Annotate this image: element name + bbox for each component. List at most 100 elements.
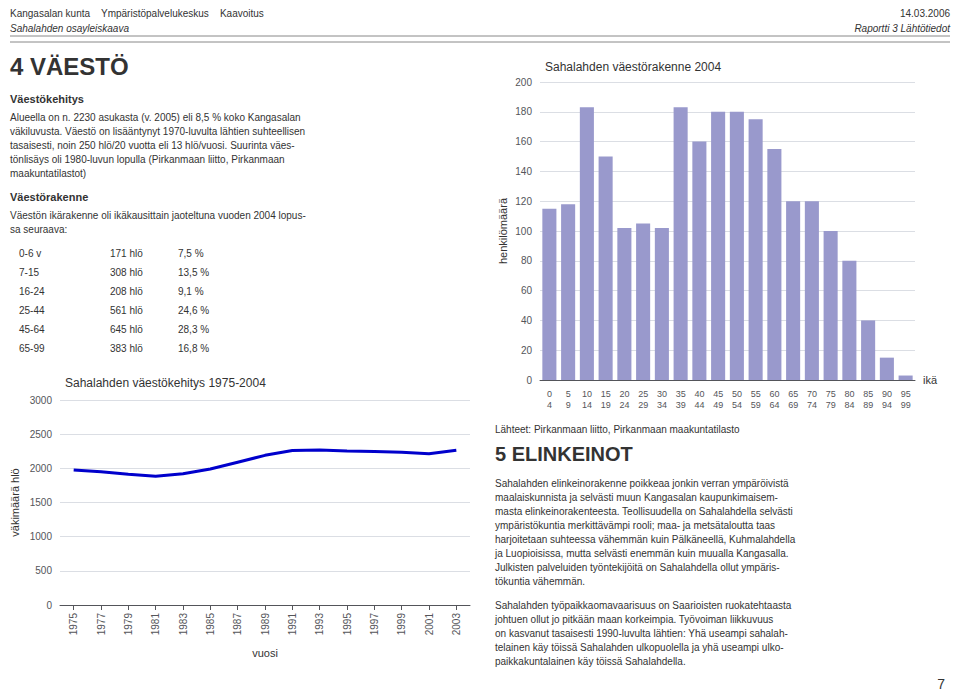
svg-text:94: 94	[882, 400, 892, 410]
svg-text:0: 0	[526, 375, 532, 386]
svg-text:84: 84	[844, 400, 854, 410]
svg-text:561 hlö: 561 hlö	[110, 305, 143, 316]
svg-text:Sahalahden väestörakenne 2004: Sahalahden väestörakenne 2004	[545, 60, 721, 74]
svg-text:Lähteet: Pirkanmaan liitto, Pi: Lähteet: Pirkanmaan liitto, Pirkanmaan m…	[495, 424, 740, 435]
svg-text:74: 74	[807, 400, 817, 410]
svg-text:5 ELINKEINOT: 5 ELINKEINOT	[495, 443, 633, 465]
svg-text:65: 65	[788, 389, 798, 399]
svg-text:120: 120	[515, 196, 532, 207]
svg-text:160: 160	[515, 136, 532, 147]
svg-text:maakuntatilastot): maakuntatilastot)	[10, 168, 86, 179]
svg-text:Väestörakenne: Väestörakenne	[10, 191, 88, 203]
svg-text:16,8 %: 16,8 %	[178, 343, 209, 354]
svg-text:paikkakuntalainen käy töissä S: paikkakuntalainen käy töissä Sahalahdell…	[495, 656, 686, 667]
svg-text:35: 35	[676, 389, 686, 399]
svg-text:tönlisäys oli 1980-luvun lopul: tönlisäys oli 1980-luvun lopulla (Pirkan…	[10, 154, 285, 165]
svg-text:0-6 v: 0-6 v	[19, 248, 41, 259]
svg-text:500: 500	[35, 565, 52, 576]
svg-text:7,5 %: 7,5 %	[178, 248, 204, 259]
svg-text:henkilömäärä: henkilömäärä	[497, 197, 509, 264]
svg-text:2500: 2500	[30, 429, 53, 440]
svg-text:40: 40	[694, 389, 704, 399]
svg-text:14: 14	[582, 400, 592, 410]
svg-text:383 hlö: 383 hlö	[110, 343, 143, 354]
svg-text:99: 99	[901, 400, 911, 410]
svg-text:39: 39	[676, 400, 686, 410]
svg-text:79: 79	[826, 400, 836, 410]
svg-text:1991: 1991	[287, 613, 298, 636]
svg-text:24,6 %: 24,6 %	[178, 305, 209, 316]
svg-text:59: 59	[751, 400, 761, 410]
svg-text:80: 80	[521, 255, 533, 266]
svg-text:89: 89	[863, 400, 873, 410]
svg-text:0: 0	[46, 600, 52, 611]
svg-text:75: 75	[826, 389, 836, 399]
svg-text:70: 70	[807, 389, 817, 399]
svg-text:1985: 1985	[205, 613, 216, 636]
svg-text:60: 60	[769, 389, 779, 399]
svg-text:2001: 2001	[424, 613, 435, 636]
svg-text:54: 54	[732, 400, 742, 410]
svg-text:1981: 1981	[150, 613, 161, 636]
svg-text:45: 45	[713, 389, 723, 399]
svg-text:tasaisesti, noin 250 hlö/20 vu: tasaisesti, noin 250 hlö/20 vuotta eli 1…	[10, 140, 295, 151]
svg-text:masta elinkeinorakenteesta. Te: masta elinkeinorakenteesta. Teollisuudel…	[495, 506, 793, 517]
svg-text:140: 140	[515, 166, 532, 177]
svg-text:13,5 %: 13,5 %	[178, 267, 209, 278]
svg-text:0: 0	[547, 389, 552, 399]
svg-text:7-15: 7-15	[19, 267, 39, 278]
svg-text:80: 80	[844, 389, 854, 399]
svg-text:1999: 1999	[396, 613, 407, 636]
svg-text:Sahalahden väestökehitys 1975-: Sahalahden väestökehitys 1975-2004	[65, 376, 266, 390]
svg-text:harjoitetaan suhteessa vähemmä: harjoitetaan suhteessa vähemmän kuin Päl…	[495, 534, 796, 545]
svg-text:1993: 1993	[314, 613, 325, 636]
svg-text:telainen käy töissä Sahalahden: telainen käy töissä Sahalahden ulkopuole…	[495, 642, 784, 653]
svg-text:9,1 %: 9,1 %	[178, 286, 204, 297]
svg-text:Raportti 3 Lähtötiedot: Raportti 3 Lähtötiedot	[854, 23, 951, 34]
svg-text:5: 5	[566, 389, 571, 399]
svg-text:maalaiskunnista ja selvästi mu: maalaiskunnista ja selvästi muun Kangasa…	[495, 492, 778, 503]
svg-text:on kasvanut tasaisesti 1990-lu: on kasvanut tasaisesti 1990-luvulta läht…	[495, 628, 788, 639]
svg-text:85: 85	[863, 389, 873, 399]
svg-text:60: 60	[521, 285, 533, 296]
svg-text:2000: 2000	[30, 463, 53, 474]
svg-text:Väestön ikärakenne oli ikäkaus: Väestön ikärakenne oli ikäkausittain jao…	[10, 210, 306, 221]
svg-text:200: 200	[515, 77, 532, 88]
svg-text:14.03.2006: 14.03.2006	[900, 8, 950, 19]
svg-text:64: 64	[769, 400, 779, 410]
svg-text:1995: 1995	[342, 613, 353, 636]
svg-text:Sahalahden työpaikkaomavaarisu: Sahalahden työpaikkaomavaarisuus on Saar…	[495, 600, 792, 611]
svg-text:Sahalahden elinkeinorakenne po: Sahalahden elinkeinorakenne poikkeaa jon…	[495, 478, 789, 489]
svg-text:50: 50	[732, 389, 742, 399]
svg-text:29: 29	[638, 400, 648, 410]
svg-text:Väestökehitys: Väestökehitys	[10, 93, 84, 105]
svg-text:4 VÄESTÖ: 4 VÄESTÖ	[10, 53, 129, 80]
svg-text:1000: 1000	[30, 531, 53, 542]
svg-text:208 hlö: 208 hlö	[110, 286, 143, 297]
svg-text:20: 20	[619, 389, 629, 399]
svg-text:9: 9	[566, 400, 571, 410]
svg-text:1989: 1989	[260, 613, 271, 636]
svg-text:34: 34	[657, 400, 667, 410]
svg-text:16-24: 16-24	[19, 286, 45, 297]
svg-text:1977: 1977	[96, 613, 107, 636]
svg-text:90: 90	[882, 389, 892, 399]
svg-text:3000: 3000	[30, 395, 53, 406]
svg-text:Kangasalan kunta Ympäristöp: Kangasalan kunta Ympäristöpalvelukeskus …	[10, 8, 264, 19]
svg-text:tökuntia vähemmän.: tökuntia vähemmän.	[495, 576, 585, 587]
svg-text:vuosi: vuosi	[252, 647, 278, 659]
svg-text:180: 180	[515, 106, 532, 117]
svg-text:4: 4	[547, 400, 552, 410]
svg-text:28,3 %: 28,3 %	[178, 324, 209, 335]
svg-text:24: 24	[619, 400, 629, 410]
svg-text:45-64: 45-64	[19, 324, 45, 335]
svg-text:2003: 2003	[451, 613, 462, 636]
svg-text:100: 100	[515, 226, 532, 237]
svg-text:1997: 1997	[369, 613, 380, 636]
svg-text:10: 10	[582, 389, 592, 399]
svg-text:95: 95	[901, 389, 911, 399]
svg-text:308 hlö: 308 hlö	[110, 267, 143, 278]
svg-text:väkimäärä hlö: väkimäärä hlö	[9, 468, 21, 536]
svg-text:645 hlö: 645 hlö	[110, 324, 143, 335]
svg-text:55: 55	[751, 389, 761, 399]
